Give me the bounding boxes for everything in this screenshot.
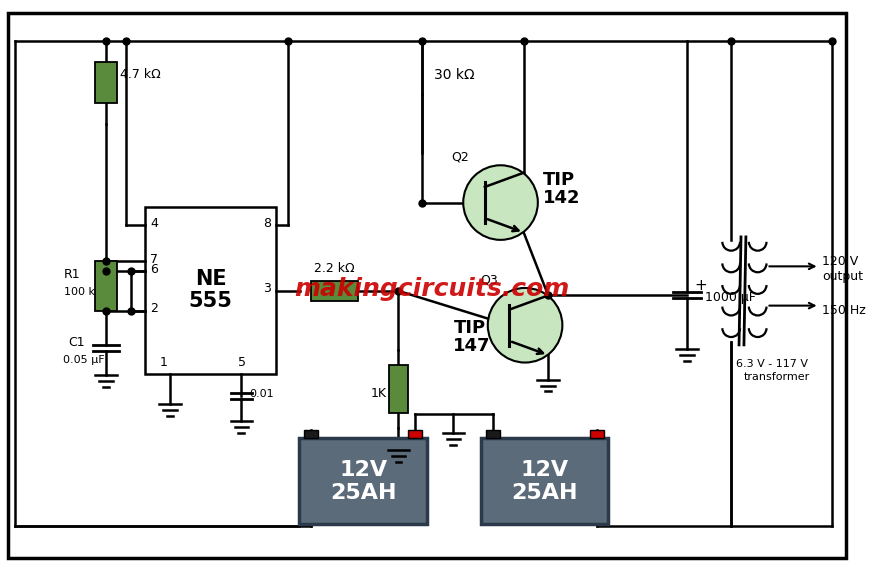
Text: 5: 5 bbox=[239, 356, 246, 369]
Circle shape bbox=[463, 165, 537, 240]
Bar bbox=[304, 431, 318, 438]
Text: transformer: transformer bbox=[744, 372, 810, 382]
Text: 3: 3 bbox=[263, 283, 271, 295]
Text: 12V: 12V bbox=[339, 460, 388, 480]
Text: 0.01: 0.01 bbox=[249, 389, 273, 399]
Text: 100 kΩ: 100 kΩ bbox=[64, 287, 104, 297]
Bar bbox=[300, 438, 427, 525]
Bar bbox=[95, 262, 117, 311]
Text: 150 Hz: 150 Hz bbox=[822, 304, 866, 317]
Text: TIP: TIP bbox=[454, 319, 485, 337]
Bar bbox=[486, 431, 500, 438]
Text: 30 kΩ: 30 kΩ bbox=[434, 68, 475, 82]
Text: 120 V: 120 V bbox=[822, 255, 859, 268]
Text: C1: C1 bbox=[69, 336, 85, 349]
Text: 8: 8 bbox=[263, 216, 271, 230]
Text: 4.7 kΩ: 4.7 kΩ bbox=[119, 68, 160, 81]
Text: 7: 7 bbox=[150, 253, 159, 266]
Text: 555: 555 bbox=[189, 291, 233, 311]
Bar bbox=[388, 365, 408, 413]
Text: 25AH: 25AH bbox=[511, 483, 578, 503]
Text: Q3: Q3 bbox=[480, 273, 497, 286]
Text: output: output bbox=[822, 270, 863, 283]
Bar bbox=[408, 431, 422, 438]
Text: 4: 4 bbox=[150, 216, 158, 230]
Bar bbox=[311, 281, 358, 301]
Bar bbox=[95, 62, 117, 103]
Text: 1000 μF: 1000 μF bbox=[705, 291, 755, 304]
Text: 2: 2 bbox=[150, 302, 158, 315]
Text: 0.05 μF: 0.05 μF bbox=[63, 355, 105, 365]
Text: 1: 1 bbox=[160, 356, 168, 369]
Bar bbox=[590, 431, 604, 438]
Text: 6: 6 bbox=[150, 263, 158, 276]
Text: R1: R1 bbox=[64, 268, 80, 281]
Text: 6.3 V - 117 V: 6.3 V - 117 V bbox=[736, 359, 808, 368]
Text: 142: 142 bbox=[543, 188, 580, 207]
Text: NE: NE bbox=[195, 269, 226, 289]
Text: 25AH: 25AH bbox=[330, 483, 396, 503]
Text: 147: 147 bbox=[454, 337, 491, 355]
Bar bbox=[481, 438, 609, 525]
Text: 2.2 kΩ: 2.2 kΩ bbox=[314, 262, 355, 275]
Text: makingcircuits.com: makingcircuits.com bbox=[294, 277, 570, 301]
Circle shape bbox=[488, 288, 563, 363]
Text: Q2: Q2 bbox=[451, 150, 469, 163]
Text: +: + bbox=[695, 278, 707, 293]
Text: 12V: 12V bbox=[521, 460, 569, 480]
Text: TIP: TIP bbox=[543, 171, 575, 189]
Bar bbox=[145, 207, 276, 375]
Text: 1K: 1K bbox=[371, 388, 387, 400]
